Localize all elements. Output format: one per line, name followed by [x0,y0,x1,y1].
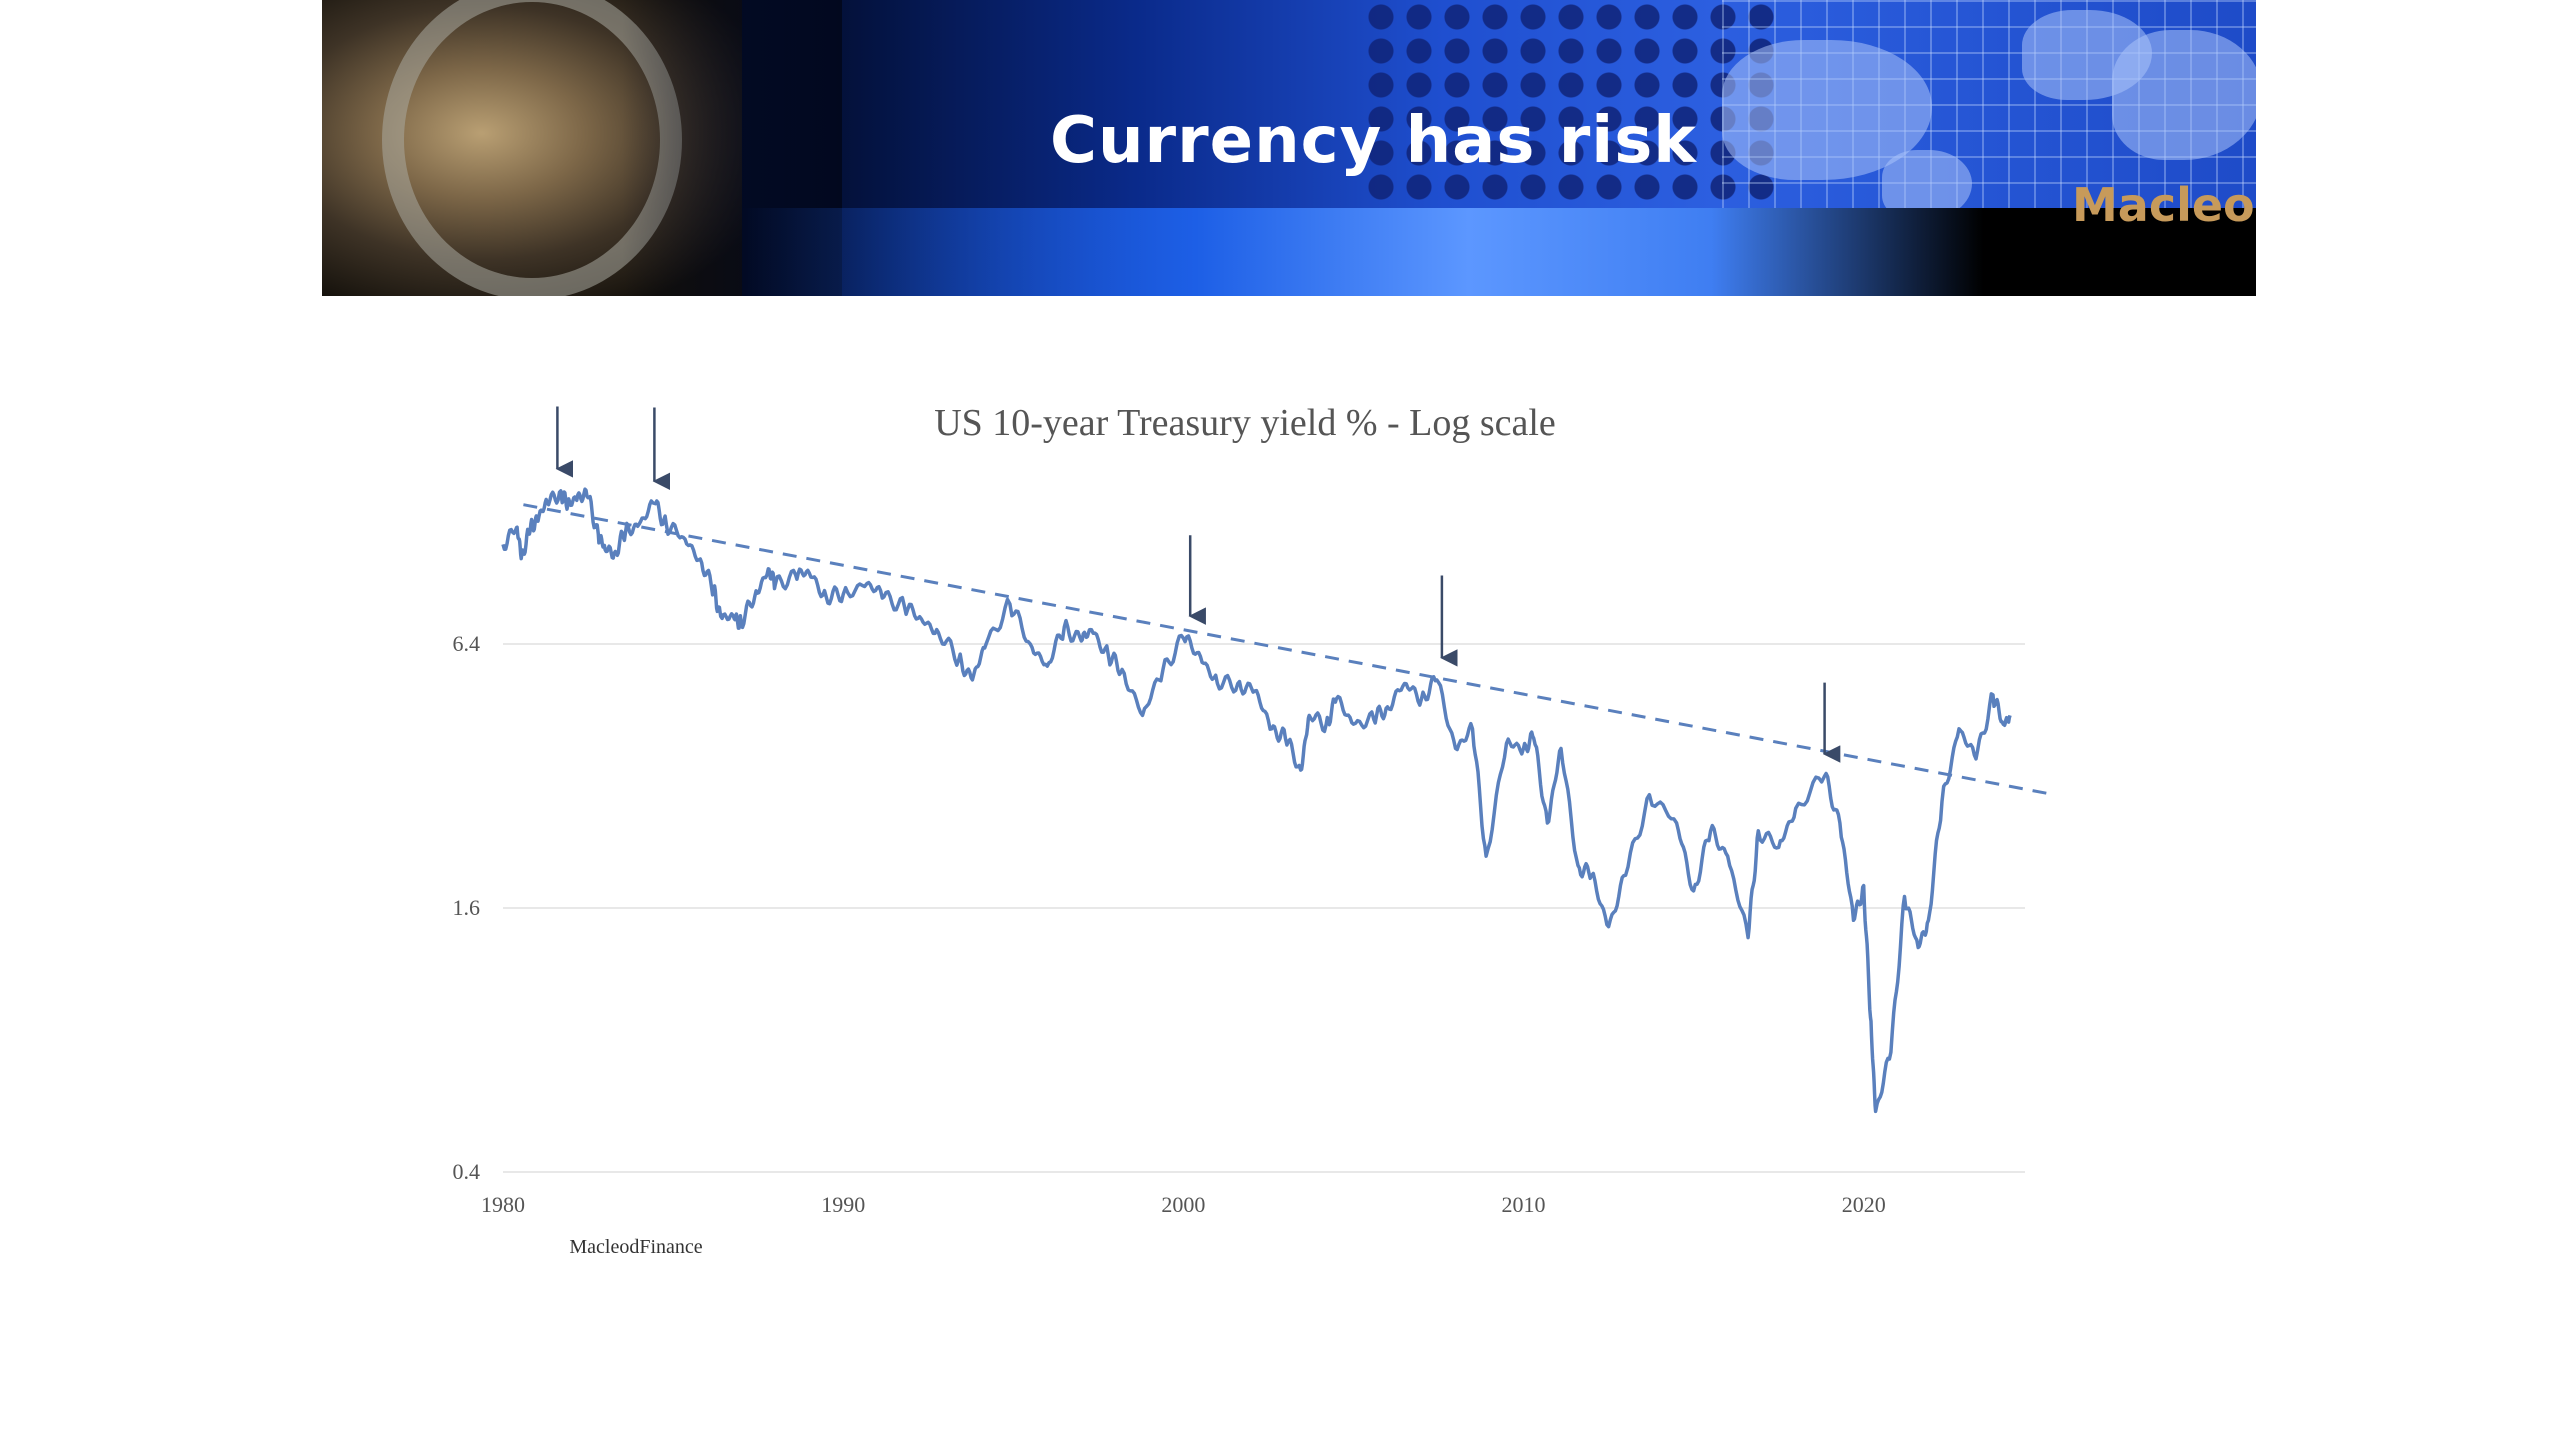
x-tick-label: 1980 [481,1192,525,1217]
banner-brand-logo: MacleodFinance [2072,178,2256,232]
chart-source-label: MacleodFinance [569,1236,702,1258]
series-line [501,487,2012,1114]
x-tick-label: 1990 [821,1192,865,1217]
chart-title: US 10-year Treasury yield % - Log scale [934,402,1556,444]
y-tick-label: 0.4 [453,1159,481,1184]
banner-light-band [742,208,2256,296]
slide-title: Currency has risk [1050,104,1697,178]
x-tick-label: 2010 [1502,1192,1546,1217]
y-axis-ticks: 0.4 1.6 6.4 [453,631,481,1184]
y-tick-label: 6.4 [453,631,481,656]
world-map-continent-asia [2112,30,2256,160]
x-tick-label: 2020 [1842,1192,1886,1217]
x-axis-ticks: 1980 1990 2000 2010 2020 [481,1192,1886,1217]
peak-arrows [555,406,1841,763]
slide-banner: Currency has risk MacleodFinance [322,0,2256,296]
trendline-layer [523,503,2055,797]
y-tick-label: 1.6 [453,895,481,920]
x-tick-label: 2000 [1161,1192,1205,1217]
chart-gridlines [503,643,2025,1173]
yield-series [501,487,2012,1114]
trendline [523,503,2055,797]
